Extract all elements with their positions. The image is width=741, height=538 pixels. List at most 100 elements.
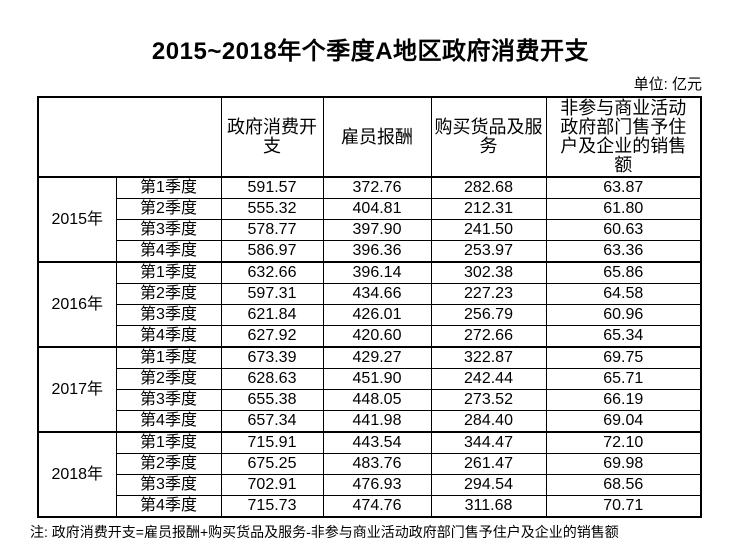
footnote: 注: 政府消费开支=雇员报酬+购买货品及服务-非参与商业活动政府部门售予住户及企… [30,524,619,538]
table-row: 第4季度 586.97 396.36 253.97 63.36 [38,240,702,263]
value-cell: 715.73 [220,495,324,518]
value-cell: 65.71 [545,368,702,390]
value-cell: 429.27 [322,346,432,369]
header-row: 政府消费开支 雇员报酬 购买货品及服务 非参与商业活动政府部门售予住户及企业的销… [37,96,702,178]
table-row: 2017年 第1季度 673.39 429.27 322.87 69.75 [37,346,702,433]
quarter-cell: 第2季度 [115,283,222,305]
value-cell: 70.71 [545,495,702,518]
table-row: 第2季度 675.25 483.76 261.47 69.98 [38,453,702,475]
corner-cell [37,96,222,178]
quarter-cell: 第4季度 [115,410,222,433]
value-cell: 372.76 [322,176,432,199]
quarter-cell: 第1季度 [115,176,222,199]
value-cell: 311.68 [430,495,547,518]
col-header-label: 购买货品及服务 [434,117,543,156]
value-cell: 483.76 [322,453,432,475]
col-header-noncommercial-sales: 非参与商业活动政府部门售予住户及企业的销售额 [545,96,702,178]
value-cell: 227.23 [430,283,547,305]
value-cell: 261.47 [430,453,547,475]
col-header-label: 非参与商业活动政府部门售予住户及企业的销售额 [560,98,687,175]
value-cell: 474.76 [322,495,432,518]
value-cell: 256.79 [430,304,547,326]
value-cell: 448.05 [322,389,432,411]
value-cell: 322.87 [430,346,547,369]
quarter-cell: 第2季度 [115,368,222,390]
value-cell: 451.90 [322,368,432,390]
value-cell: 597.31 [220,283,324,305]
quarter-cell: 第2季度 [115,453,222,475]
quarter-cell: 第3季度 [115,219,222,241]
table-row: 2018年 第1季度 715.91 443.54 344.47 72.10 [37,431,702,518]
quarter-cell: 第4季度 [115,325,222,348]
col-header-label: 政府消费开支 [227,117,317,156]
value-cell: 284.40 [430,410,547,433]
value-cell: 397.90 [322,219,432,241]
value-cell: 673.39 [220,346,324,369]
value-cell: 69.98 [545,453,702,475]
quarter-cell: 第4季度 [115,495,222,518]
value-cell: 241.50 [430,219,547,241]
year-cell: 2015年 [37,176,117,263]
table-row: 第3季度 702.91 476.93 294.54 68.56 [38,474,702,496]
value-cell: 591.57 [220,176,324,199]
value-cell: 443.54 [322,431,432,454]
table-row: 2016年 第1季度 632.66 396.14 302.38 65.86 [37,261,702,348]
year-cell: 2017年 [37,346,117,433]
year-cell: 2018年 [37,431,117,518]
table-body: 2015年 第1季度 591.57 372.76 282.68 63.87 第2… [37,176,702,518]
quarter-cell: 第1季度 [115,346,222,369]
col-header-employee-compensation: 雇员报酬 [322,96,432,178]
col-header-goods-services: 购买货品及服务 [430,96,547,178]
data-table: 政府消费开支 雇员报酬 购买货品及服务 非参与商业活动政府部门售予住户及企业的销… [37,96,702,518]
value-cell: 555.32 [220,198,324,220]
quarter-cell: 第1季度 [115,431,222,454]
value-cell: 273.52 [430,389,547,411]
value-cell: 404.81 [322,198,432,220]
quarter-cell: 第2季度 [115,198,222,220]
value-cell: 420.60 [322,325,432,348]
value-cell: 434.66 [322,283,432,305]
value-cell: 282.68 [430,176,547,199]
value-cell: 302.38 [430,261,547,284]
value-cell: 578.77 [220,219,324,241]
value-cell: 68.56 [545,474,702,496]
value-cell: 65.86 [545,261,702,284]
table-row: 第4季度 627.92 420.60 272.66 65.34 [38,325,702,348]
value-cell: 396.36 [322,240,432,263]
table-row: 2015年 第1季度 591.57 372.76 282.68 63.87 [37,176,702,263]
col-header-gov-expenditure: 政府消费开支 [220,96,324,178]
table-row: 第2季度 555.32 404.81 212.31 61.80 [38,198,702,220]
value-cell: 63.87 [545,176,702,199]
value-cell: 627.92 [220,325,324,348]
value-cell: 61.80 [545,198,702,220]
year-cell: 2016年 [37,261,117,348]
value-cell: 441.98 [322,410,432,433]
value-cell: 272.66 [430,325,547,348]
quarter-cell: 第3季度 [115,304,222,326]
quarter-cell: 第3季度 [115,474,222,496]
value-cell: 66.19 [545,389,702,411]
table-row: 第3季度 621.84 426.01 256.79 60.96 [38,304,702,326]
value-cell: 294.54 [430,474,547,496]
value-cell: 65.34 [545,325,702,348]
value-cell: 64.58 [545,283,702,305]
value-cell: 586.97 [220,240,324,263]
value-cell: 621.84 [220,304,324,326]
value-cell: 655.38 [220,389,324,411]
table-row: 第4季度 657.34 441.98 284.40 69.04 [38,410,702,433]
value-cell: 344.47 [430,431,547,454]
table-row: 第3季度 655.38 448.05 273.52 66.19 [38,389,702,411]
value-cell: 657.34 [220,410,324,433]
value-cell: 675.25 [220,453,324,475]
value-cell: 628.63 [220,368,324,390]
unit-label: 单位: 亿元 [633,76,702,93]
value-cell: 702.91 [220,474,324,496]
value-cell: 60.63 [545,219,702,241]
value-cell: 476.93 [322,474,432,496]
value-cell: 396.14 [322,261,432,284]
value-cell: 69.75 [545,346,702,369]
value-cell: 632.66 [220,261,324,284]
table-row: 第2季度 628.63 451.90 242.44 65.71 [38,368,702,390]
value-cell: 212.31 [430,198,547,220]
